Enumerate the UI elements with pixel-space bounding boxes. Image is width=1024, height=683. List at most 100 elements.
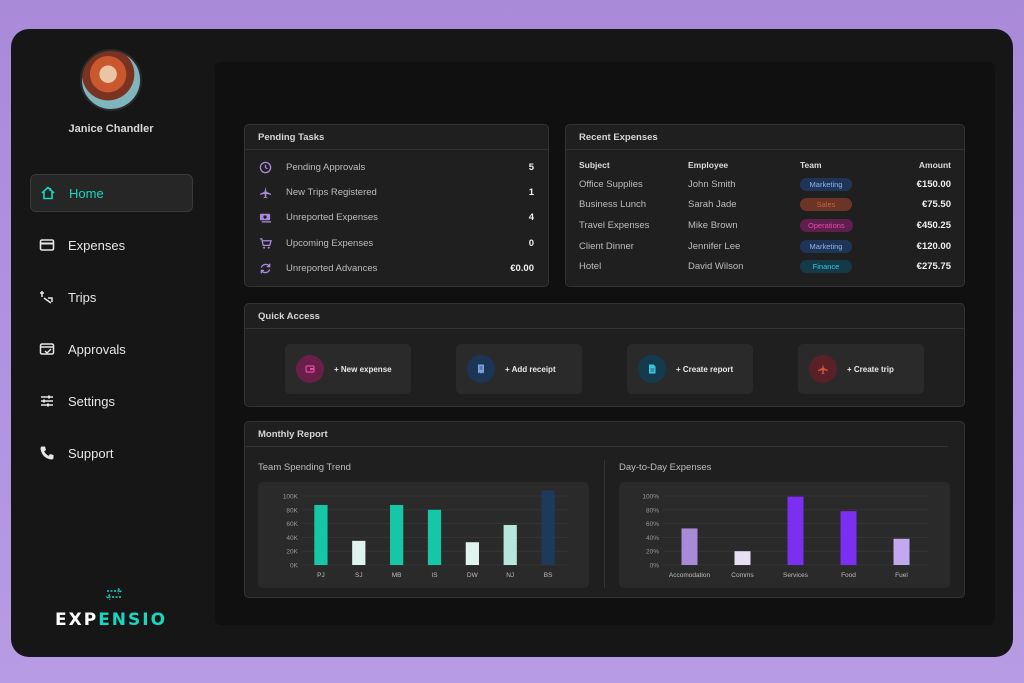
team-spending-chart: 0K 20K 40K 60K 80K 100K PJ SJ MB IS DW NJ BS <box>258 482 589 588</box>
cell-team: Operations <box>800 215 884 236</box>
task-row[interactable]: Pending Approvals 5 <box>245 155 548 180</box>
team-badge: Marketing <box>800 239 852 253</box>
button-label: + Add receipt <box>505 364 556 374</box>
create-report-button[interactable]: + Create report <box>627 344 753 394</box>
cell-employee: Jennifer Lee <box>688 240 741 252</box>
y-tick-label: 40K <box>286 535 298 542</box>
pending-tasks-card: Pending Tasks Pending Approvals 5 New Tr… <box>244 124 549 287</box>
team-badge: Sales <box>800 198 852 212</box>
button-label: + Create report <box>676 364 734 374</box>
nav-label: Home <box>69 185 104 201</box>
nav-item-settings[interactable]: Settings <box>30 382 193 420</box>
team-chart-title: Team Spending Trend <box>258 462 351 473</box>
add-receipt-button[interactable]: + Add receipt <box>456 344 582 394</box>
route-icon <box>38 288 56 306</box>
column-header[interactable]: Amount <box>918 160 951 170</box>
task-label: Unreported Expenses <box>286 212 378 224</box>
day-expenses-svg: 0% 20% 40% 60% 80% 100% Accomodation Comms Servi… <box>642 494 928 579</box>
money-icon <box>258 211 272 225</box>
avatar[interactable] <box>80 49 142 111</box>
task-value: 1 <box>528 187 534 199</box>
y-tick-label: 60K <box>286 521 298 528</box>
chart-bar[interactable] <box>541 490 555 565</box>
refresh-icon <box>258 261 272 275</box>
table-header-row: Subject Employee Team Amount <box>566 156 964 174</box>
nav-item-trips[interactable]: Trips <box>30 278 193 316</box>
cell-subject: Travel Expenses <box>579 219 650 231</box>
approval-card-icon <box>38 340 56 358</box>
table-row[interactable]: Client Dinner Jennifer Lee Marketing €12… <box>566 236 964 257</box>
chart-bar[interactable] <box>840 511 857 565</box>
task-label: Unreported Advances <box>286 262 378 274</box>
nav-item-support[interactable]: Support <box>30 434 193 472</box>
chart-bar[interactable] <box>465 542 479 565</box>
y-tick-label: 20K <box>286 549 298 556</box>
card-title: Quick Access <box>245 304 964 329</box>
nav-label: Support <box>68 445 114 461</box>
main-nav: Home Expenses Trips Approvals <box>30 174 193 486</box>
task-row[interactable]: Unreported Expenses 4 <box>245 205 548 230</box>
cell-amount: €450.25 <box>916 219 951 231</box>
team-spending-svg: 0K 20K 40K 60K 80K 100K PJ SJ MB IS DW NJ BS <box>283 490 567 579</box>
nav-item-approvals[interactable]: Approvals <box>30 330 193 368</box>
pending-list: Pending Approvals 5 New Trips Registered… <box>245 155 548 281</box>
cell-subject: Client Dinner <box>579 240 634 252</box>
nav-item-expenses[interactable]: Expenses <box>30 226 193 264</box>
chart-bar[interactable] <box>352 540 366 565</box>
chart-bar[interactable] <box>390 504 404 565</box>
nav-label: Expenses <box>68 237 126 253</box>
y-tick-label: 80K <box>286 507 298 514</box>
y-tick-label: 20% <box>646 549 659 556</box>
x-tick-label: MB <box>392 572 402 579</box>
x-tick-label: DW <box>467 572 479 579</box>
nav-item-home[interactable]: Home <box>30 174 193 212</box>
y-tick-label: 0% <box>650 563 660 570</box>
cell-subject: Business Lunch <box>579 199 647 211</box>
cell-subject: Office Supplies <box>579 178 643 190</box>
y-tick-label: 100K <box>283 494 299 501</box>
cell-team: Marketing <box>800 236 884 257</box>
x-tick-label: Services <box>783 572 809 579</box>
chart-bar[interactable] <box>503 524 517 565</box>
sliders-icon <box>38 392 56 410</box>
chart-bar[interactable] <box>314 504 328 565</box>
chart-bar[interactable] <box>734 551 751 565</box>
task-row[interactable]: Unreported Advances €0.00 <box>245 256 548 281</box>
clock-icon <box>258 161 272 175</box>
button-label: + Create trip <box>847 364 894 374</box>
table-row[interactable]: Travel Expenses Mike Brown Operations €4… <box>566 215 964 236</box>
table-row[interactable]: Office Supplies John Smith Marketing €15… <box>566 174 964 195</box>
task-label: New Trips Registered <box>286 187 377 199</box>
team-badge: Operations <box>800 218 853 232</box>
chart-bar[interactable] <box>681 528 698 565</box>
sidebar: Janice Chandler Home Expenses Trips <box>11 29 211 657</box>
brand-prefix: EXP <box>55 610 99 630</box>
quick-access-card: Quick Access + New expense + Add receipt… <box>244 303 965 407</box>
create-trip-button[interactable]: + Create trip <box>798 344 924 394</box>
day-chart-title: Day-to-Day Expenses <box>619 462 712 473</box>
table-row[interactable]: Hotel David Wilson Finance €275.75 <box>566 256 964 277</box>
x-tick-label: Accomodation <box>669 572 711 579</box>
team-badge: Finance <box>800 260 852 274</box>
cell-amount: €275.75 <box>916 261 951 273</box>
chart-bar[interactable] <box>427 509 442 565</box>
nav-label: Settings <box>68 393 115 409</box>
cell-team: Sales <box>800 195 884 216</box>
cart-icon <box>258 236 272 250</box>
expenses-table-body: Office Supplies John Smith Marketing €15… <box>566 174 964 277</box>
x-tick-label: PJ <box>317 572 325 579</box>
new-expense-button[interactable]: + New expense <box>285 344 411 394</box>
chart-bar[interactable] <box>893 538 910 565</box>
phone-icon <box>38 444 56 462</box>
table-row[interactable]: Business Lunch Sarah Jade Sales €75.50 <box>566 195 964 216</box>
task-row[interactable]: Upcoming Expenses 0 <box>245 231 548 256</box>
column-header[interactable]: Subject <box>579 160 610 170</box>
task-label: Upcoming Expenses <box>286 237 374 249</box>
cell-team: Finance <box>800 256 884 277</box>
task-value: 4 <box>528 212 534 224</box>
column-header[interactable]: Employee <box>688 160 729 170</box>
chart-bar[interactable] <box>787 496 804 565</box>
task-row[interactable]: New Trips Registered 1 <box>245 180 548 205</box>
cell-employee: John Smith <box>688 178 736 190</box>
column-header[interactable]: Team <box>800 160 822 170</box>
